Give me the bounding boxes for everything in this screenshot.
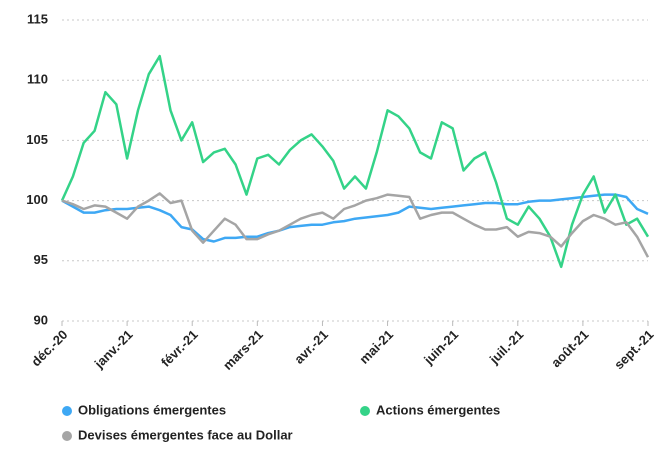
series-line bbox=[61, 192, 650, 258]
legend-label: Devises émergentes face au Dollar bbox=[78, 427, 293, 442]
series-line bbox=[60, 54, 650, 269]
x-tick-label: juil.-21 bbox=[486, 327, 526, 367]
y-tick-label: 100 bbox=[26, 192, 48, 207]
y-tick-label: 95 bbox=[34, 252, 48, 267]
legend-marker bbox=[62, 406, 72, 416]
legend-marker bbox=[360, 406, 370, 416]
series-line bbox=[61, 193, 649, 243]
x-tick-label: août-21 bbox=[548, 327, 591, 370]
x-tick-label: mars-21 bbox=[220, 327, 266, 373]
x-tick-label: déc.-20 bbox=[28, 327, 70, 369]
legend-label: Obligations émergentes bbox=[78, 402, 226, 417]
x-tick-label: mai-21 bbox=[356, 327, 396, 367]
legend-label: Actions émergentes bbox=[376, 402, 500, 417]
y-tick-label: 105 bbox=[26, 132, 48, 147]
x-tick-label: avr.-21 bbox=[291, 327, 331, 367]
legend-marker bbox=[62, 431, 72, 441]
x-tick-label: janv.-21 bbox=[91, 327, 136, 372]
y-tick-label: 115 bbox=[27, 11, 48, 26]
x-tick-label: juin-21 bbox=[420, 327, 461, 368]
x-tick-label: févr.-21 bbox=[158, 327, 201, 370]
x-tick-label: sept.-21 bbox=[611, 327, 656, 372]
y-tick-label: 110 bbox=[27, 72, 48, 87]
y-tick-label: 90 bbox=[34, 312, 48, 327]
